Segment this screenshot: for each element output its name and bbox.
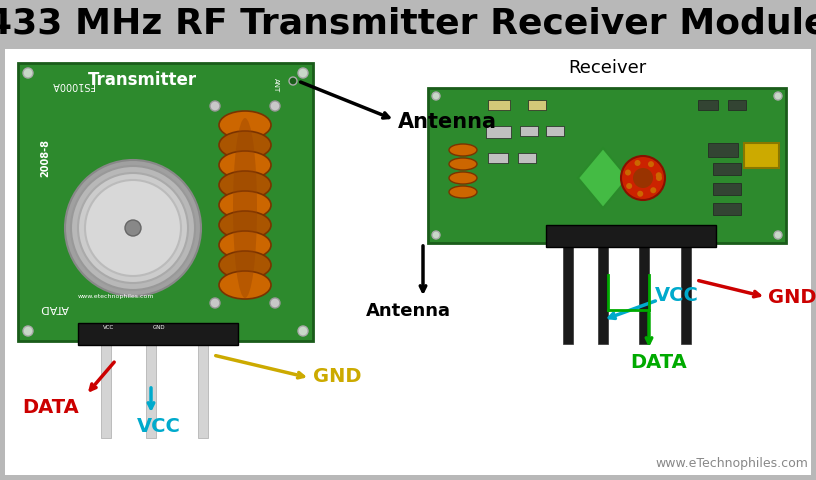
Circle shape: [125, 220, 141, 236]
Ellipse shape: [219, 271, 271, 299]
Text: www.eTechnophiles.com: www.eTechnophiles.com: [655, 457, 808, 470]
Bar: [546, 225, 716, 247]
Text: ATAD: ATAD: [40, 303, 69, 313]
Circle shape: [633, 168, 653, 188]
Text: GND: GND: [768, 288, 816, 307]
Circle shape: [78, 173, 188, 283]
Circle shape: [71, 166, 195, 290]
Circle shape: [65, 160, 201, 296]
Ellipse shape: [449, 158, 477, 170]
Circle shape: [621, 156, 665, 200]
Bar: [708, 143, 738, 157]
Circle shape: [656, 175, 662, 181]
Bar: [198, 338, 208, 438]
Text: Receiver: Receiver: [568, 59, 646, 77]
Text: VCC: VCC: [103, 325, 114, 330]
Circle shape: [774, 231, 782, 239]
Text: DATA: DATA: [22, 398, 79, 417]
Circle shape: [298, 68, 308, 78]
Ellipse shape: [219, 171, 271, 199]
Ellipse shape: [449, 144, 477, 156]
Bar: [546, 126, 564, 136]
Circle shape: [626, 183, 632, 189]
Bar: [681, 229, 691, 344]
Text: 2008-8: 2008-8: [40, 139, 50, 177]
Bar: [488, 100, 510, 110]
Text: Antenna: Antenna: [398, 112, 497, 132]
Text: ANT: ANT: [273, 78, 279, 92]
Bar: [5, 48, 811, 475]
Circle shape: [270, 101, 280, 111]
Text: VCC: VCC: [137, 417, 181, 436]
Circle shape: [635, 160, 641, 166]
Text: DATA: DATA: [630, 353, 687, 372]
Bar: [486, 126, 511, 138]
Circle shape: [656, 172, 662, 178]
Circle shape: [432, 92, 440, 100]
Circle shape: [210, 298, 220, 308]
Bar: [713, 163, 741, 175]
Circle shape: [637, 191, 643, 197]
Ellipse shape: [219, 211, 271, 239]
Text: GND: GND: [313, 367, 361, 386]
Circle shape: [210, 101, 220, 111]
Text: Transmitter: Transmitter: [88, 71, 197, 89]
Circle shape: [298, 326, 308, 336]
Ellipse shape: [219, 111, 271, 139]
Bar: [488, 153, 508, 163]
Bar: [598, 229, 608, 344]
Ellipse shape: [449, 172, 477, 184]
Bar: [728, 100, 746, 110]
Bar: [78, 323, 238, 345]
Ellipse shape: [219, 231, 271, 259]
Text: Antenna: Antenna: [366, 302, 450, 320]
Circle shape: [23, 326, 33, 336]
Ellipse shape: [449, 186, 477, 198]
Ellipse shape: [219, 191, 271, 219]
Bar: [428, 88, 786, 243]
Circle shape: [432, 231, 440, 239]
Ellipse shape: [219, 251, 271, 279]
Ellipse shape: [219, 151, 271, 179]
Polygon shape: [578, 148, 628, 208]
Bar: [528, 100, 546, 110]
Circle shape: [23, 68, 33, 78]
Circle shape: [625, 169, 631, 176]
Text: VCC: VCC: [655, 286, 698, 305]
Circle shape: [85, 180, 181, 276]
Ellipse shape: [233, 118, 257, 298]
Bar: [713, 183, 741, 195]
Circle shape: [774, 92, 782, 100]
Text: FS1000A: FS1000A: [51, 80, 95, 90]
Bar: [563, 229, 573, 344]
Bar: [713, 203, 741, 215]
Circle shape: [270, 298, 280, 308]
Bar: [101, 338, 111, 438]
Bar: [0, 0, 816, 49]
Bar: [744, 143, 779, 168]
Text: 433 MHz RF Transmitter Receiver Module: 433 MHz RF Transmitter Receiver Module: [0, 7, 816, 41]
Bar: [639, 229, 649, 344]
Bar: [146, 338, 156, 438]
Bar: [520, 126, 538, 136]
Bar: [18, 63, 313, 341]
Bar: [518, 153, 536, 163]
Text: www.etechnophiles.com: www.etechnophiles.com: [78, 294, 154, 299]
Ellipse shape: [219, 131, 271, 159]
Text: GND: GND: [153, 325, 166, 330]
Circle shape: [648, 161, 654, 167]
Bar: [698, 100, 718, 110]
Circle shape: [289, 77, 297, 85]
Circle shape: [650, 187, 656, 193]
